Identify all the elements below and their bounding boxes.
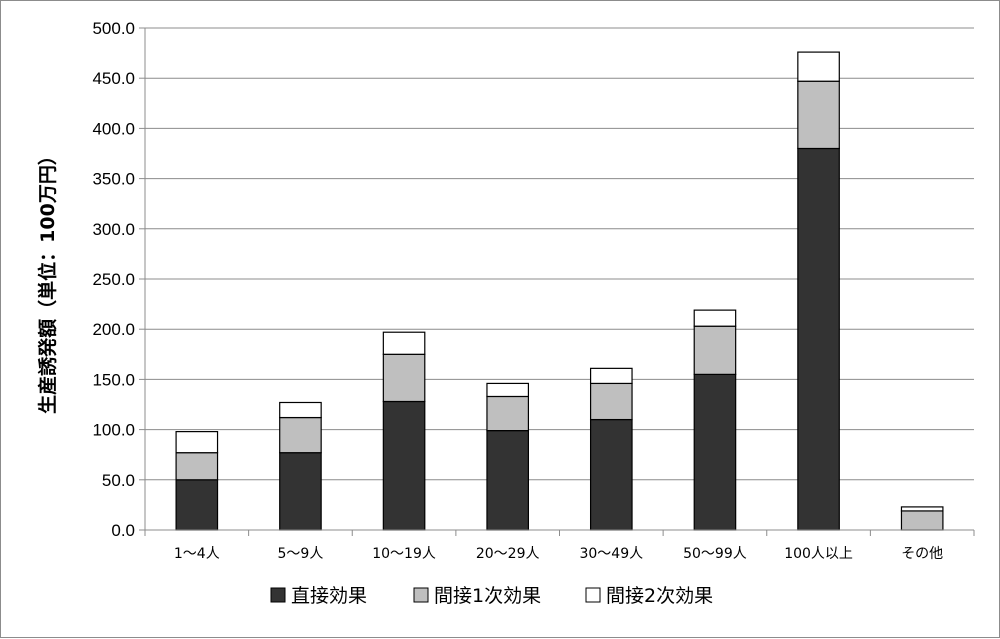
bar-segment-series-2 — [382, 353, 426, 403]
bar-segment-series-2 — [797, 80, 840, 150]
axes — [144, 28, 975, 536]
legend-swatch — [413, 587, 429, 603]
bar-segment-series-3 — [797, 51, 840, 82]
legend-swatch — [585, 587, 601, 603]
x-tick-label: 1～4人 — [174, 546, 220, 562]
bar-segment-series-2 — [175, 452, 219, 481]
bars — [175, 51, 944, 531]
x-tick-label: 100人以上 — [784, 546, 853, 562]
x-tick-labels: 1～4人 5～9人 10～19人 20～29人 30～49人 50～99人 100人以上 その… — [174, 546, 943, 562]
y-tick-label: 200.0 — [92, 320, 135, 339]
bar-segment-series-2 — [589, 382, 633, 421]
bar-segment-series-3 — [175, 431, 219, 454]
x-tick-label: 30～49人 — [579, 546, 643, 562]
bar-segment-series-3 — [693, 309, 737, 327]
y-tick-label: 0.0 — [111, 521, 135, 540]
bar-segment-series-2 — [693, 325, 737, 375]
legend-label: 間接2次効果 — [606, 585, 713, 607]
x-tick-label: 10～19人 — [372, 546, 436, 562]
bar-segment-series-2 — [486, 395, 530, 432]
y-tick-label: 500.0 — [92, 19, 135, 38]
bar-segment-series-1 — [797, 147, 840, 531]
bar-segment-series-3 — [900, 506, 944, 512]
bar-segment-series-3 — [589, 367, 633, 385]
bar-segment-series-1 — [589, 418, 633, 531]
y-tick-label: 400.0 — [92, 119, 135, 138]
bar-segment-series-1 — [486, 430, 530, 531]
y-tick-label: 100.0 — [92, 421, 135, 440]
y-axis-label: 生産誘発額（単位：100万円） — [36, 146, 59, 414]
bar-segment-series-2 — [279, 416, 322, 454]
bar-segment-series-1 — [175, 479, 219, 531]
bar-segment-series-3 — [382, 331, 426, 355]
x-tick-label: 20～29人 — [476, 546, 540, 562]
x-tick-label: 5～9人 — [278, 546, 324, 562]
y-tick-label: 450.0 — [92, 69, 135, 88]
y-tick-label: 350.0 — [92, 170, 135, 189]
y-tick-label: 50.0 — [102, 471, 135, 490]
y-tick-label: 300.0 — [92, 220, 135, 239]
bar-segment-series-1 — [693, 373, 737, 531]
y-tick-labels: 0.0 50.0 100.0 150.0 200.0 250.0 300.0 350.0 400… — [92, 19, 135, 540]
bar-segment-series-3 — [279, 401, 322, 419]
y-tick-label: 150.0 — [92, 370, 135, 389]
x-tick-label: その他 — [901, 546, 943, 562]
bar-segment-series-3 — [486, 382, 530, 398]
legend: 直接効果 間接1次効果 間接2次効果 — [270, 585, 713, 607]
bar-segment-series-2 — [900, 510, 944, 531]
bar-segment-series-1 — [382, 400, 426, 531]
legend-label: 間接1次効果 — [434, 585, 541, 607]
x-tick-label: 50～99人 — [683, 546, 747, 562]
bar-segment-series-1 — [279, 452, 322, 531]
y-tick-label: 250.0 — [92, 270, 135, 289]
legend-label: 直接効果 — [291, 585, 367, 607]
legend-swatch — [270, 587, 286, 603]
grid-lines — [139, 27, 974, 531]
